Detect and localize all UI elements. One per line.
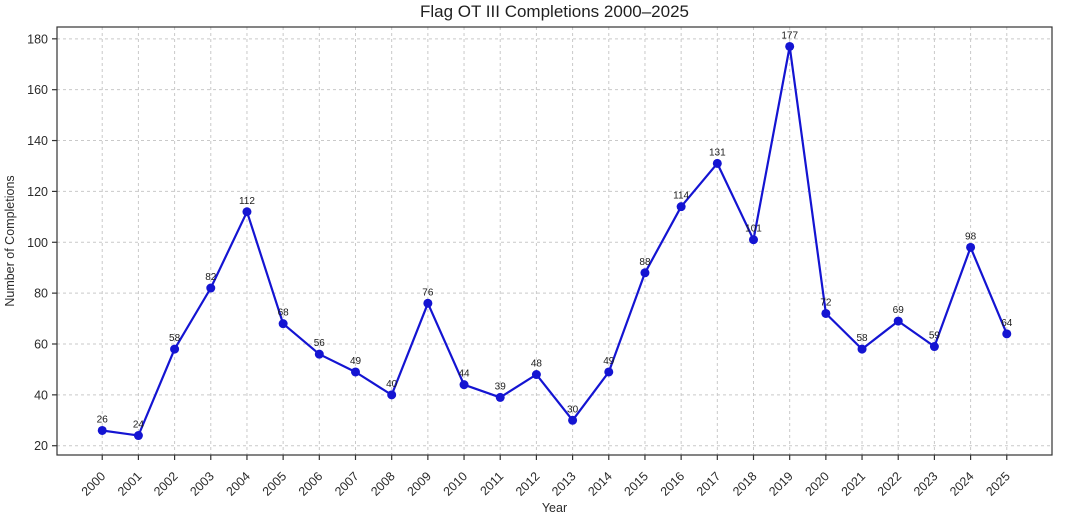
y-tick-label: 180	[27, 32, 48, 46]
y-tick-label: 120	[27, 185, 48, 199]
data-point-label: 56	[314, 338, 326, 349]
data-point	[278, 319, 288, 329]
x-tick-label: 2020	[802, 469, 832, 499]
data-point-label: 59	[929, 331, 941, 342]
x-tick-label: 2024	[947, 469, 977, 499]
data-point	[821, 308, 831, 318]
data-point	[97, 425, 107, 435]
data-point-label: 24	[133, 420, 145, 431]
data-point-label: 49	[603, 356, 615, 367]
data-point-label: 48	[531, 359, 543, 370]
data-point-label: 101	[745, 224, 762, 235]
data-point-label: 114	[673, 191, 689, 202]
x-tick-label: 2013	[549, 469, 579, 499]
x-tick-label: 2015	[622, 469, 652, 499]
x-tick-label: 2025	[983, 469, 1013, 499]
data-point	[749, 235, 758, 245]
x-tick-label: 2010	[441, 469, 471, 499]
plot-border	[56, 26, 1053, 456]
data-point-label: 68	[278, 308, 290, 319]
data-series: 26 24 58 82 112 68 56 49 40 76 44 39 48 30 49 88 114 131 1…	[97, 30, 1013, 441]
y-tick-label: 140	[27, 134, 48, 148]
data-point	[966, 242, 976, 252]
data-point	[170, 344, 180, 354]
series-line	[101, 45, 1008, 437]
data-point	[712, 158, 722, 168]
data-point	[351, 367, 360, 377]
data-point	[314, 349, 324, 359]
data-point	[1002, 329, 1012, 339]
data-point	[423, 298, 433, 308]
data-point-label: 82	[205, 272, 217, 283]
x-tick-label: 2021	[839, 469, 869, 499]
x-tick-label: 2000	[79, 469, 109, 499]
x-tick-label: 2019	[766, 469, 796, 499]
data-point	[604, 367, 614, 377]
data-point-label: 112	[239, 196, 255, 207]
y-axis-label: Number of Completions	[3, 175, 17, 306]
x-tick-label: 2003	[187, 469, 217, 499]
data-point-label: 40	[386, 379, 398, 390]
data-point	[857, 344, 867, 354]
y-tick-label: 20	[34, 439, 48, 453]
data-point-label: 98	[965, 231, 977, 242]
data-point	[133, 431, 143, 441]
data-point-label: 64	[1001, 318, 1013, 329]
chart-title: Flag OT III Completions 2000–2025	[420, 2, 689, 21]
x-tick-label: 2005	[260, 469, 290, 499]
data-point-label: 69	[893, 305, 905, 316]
axis-ticks	[52, 38, 1008, 460]
y-tick-label: 160	[27, 83, 48, 97]
data-point-label: 30	[567, 404, 579, 415]
x-tick-label: 2009	[404, 469, 434, 499]
data-point	[676, 202, 686, 212]
x-tick-label: 2017	[694, 469, 724, 499]
x-tick-label: 2012	[513, 469, 543, 499]
y-tick-label: 60	[34, 337, 48, 351]
data-point-label: 58	[169, 333, 181, 344]
gridlines	[57, 27, 1052, 455]
x-tick-label: 2002	[151, 469, 181, 499]
data-point-label: 39	[495, 381, 507, 392]
x-tick-label: 2007	[332, 469, 362, 499]
tick-labels: 2000 2001 2002 2003 2004 2005 2006 2007 2008 2009…	[27, 32, 1013, 498]
data-point	[568, 415, 578, 425]
y-tick-label: 100	[27, 236, 48, 250]
x-tick-label: 2014	[585, 469, 615, 499]
data-point	[640, 268, 650, 278]
data-point	[531, 370, 541, 380]
x-tick-label: 2018	[730, 469, 760, 499]
data-point-label: 72	[820, 297, 832, 308]
x-tick-label: 2001	[115, 469, 145, 499]
data-point-label: 49	[350, 356, 362, 367]
data-point-label: 58	[856, 333, 868, 344]
data-point-label: 88	[639, 257, 651, 268]
data-point-label: 177	[781, 30, 798, 41]
y-tick-label: 40	[34, 388, 48, 402]
x-tick-label: 2016	[658, 469, 688, 499]
x-tick-label: 2004	[224, 469, 254, 499]
y-tick-label: 80	[34, 287, 48, 301]
data-point-label: 76	[422, 287, 434, 298]
data-point	[459, 380, 469, 390]
x-tick-label: 2006	[296, 469, 326, 499]
data-point-label: 26	[97, 414, 109, 425]
data-point	[242, 207, 252, 217]
data-point-label: 44	[458, 369, 470, 380]
data-point	[495, 392, 505, 402]
data-point	[893, 316, 903, 326]
x-tick-label: 2008	[368, 469, 398, 499]
data-point	[785, 41, 795, 51]
data-point	[387, 390, 397, 400]
data-point-label: 131	[709, 147, 726, 158]
x-tick-label: 2011	[477, 469, 506, 498]
data-point	[206, 283, 216, 293]
x-tick-label: 2023	[911, 469, 941, 499]
data-point	[929, 342, 939, 352]
x-tick-label: 2022	[875, 469, 905, 499]
x-axis-label: Year	[542, 501, 567, 515]
